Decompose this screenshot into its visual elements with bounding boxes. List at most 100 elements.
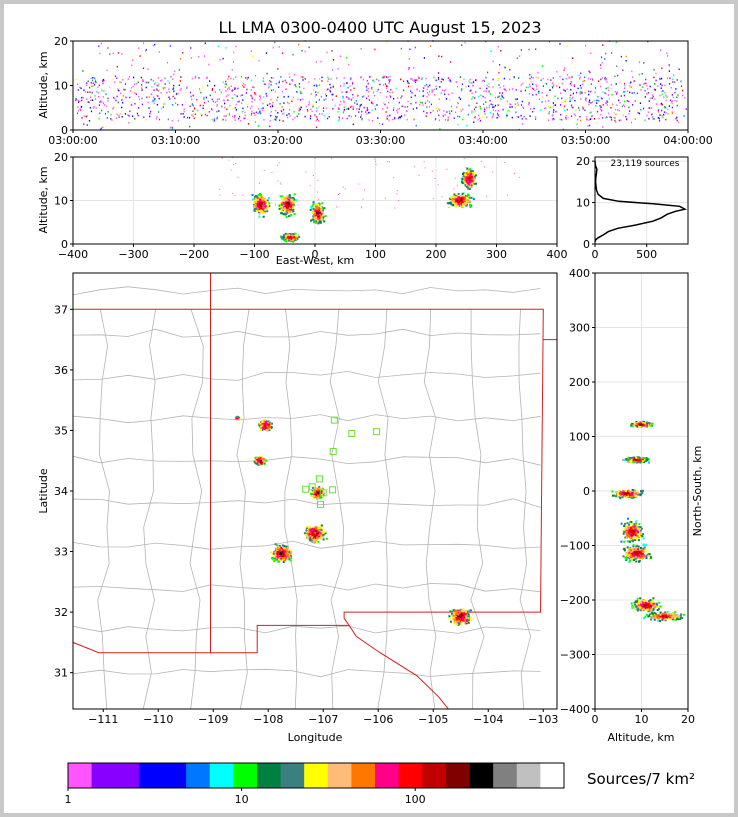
time-height-source [479,119,482,122]
time-height-source [327,117,329,120]
time-height-source [358,108,360,110]
county-line [73,540,541,550]
time-height-source [172,128,174,130]
time-height-source [618,109,620,112]
ew-height-source [322,216,325,219]
plan-view-source [311,539,314,542]
time-height-source [234,119,236,121]
time-height-source [271,104,273,106]
time-height-source [379,91,381,94]
time-height-source [467,113,469,116]
time-height-source [190,47,192,49]
ew-height-source [287,198,290,201]
ew-height-source [261,205,264,208]
ew-height-source [320,206,322,209]
time-height-source [231,97,233,99]
time-height-source [234,88,236,90]
time-height-source [330,86,332,89]
plan-view-source [264,419,267,422]
time-height-source [498,95,500,98]
time-height-source [383,84,385,86]
time-height-source [91,85,93,88]
time-height-source [617,74,619,77]
time-height-source [625,115,627,118]
time-height-source [281,90,283,93]
time-height-source [279,103,281,105]
time-height-source [459,76,461,78]
time-height-source [492,78,494,81]
time-height-source [145,86,147,89]
time-height-source [616,91,618,94]
ew-height-source [285,208,288,211]
time-height-source [626,100,628,102]
time-height-source [347,86,349,89]
time-height-source [320,60,322,63]
time-height-source [79,108,81,110]
ew-height-source [472,198,475,201]
time-height-source [678,68,680,71]
time-height-source [216,104,218,106]
time-height-source [429,45,432,47]
ew-height-source [318,208,320,211]
time-height-source [552,106,554,108]
time-height-source [683,115,685,117]
time-height-source [97,86,99,89]
time-height-source [615,41,617,43]
ew-height-source [322,212,324,215]
time-height-source [615,113,617,116]
time-height-source [671,111,673,113]
time-height-source [139,55,141,57]
time-height-source [182,113,184,115]
time-height-source [444,119,446,121]
time-height-source [282,113,284,115]
time-height-source [351,82,354,85]
ew-height-source [281,197,284,199]
time-height-source [338,108,340,110]
time-height-source [542,77,544,80]
time-height-source [90,77,92,80]
time-height-source [119,113,121,115]
time-height-source [368,119,370,121]
time-height-source [660,87,662,89]
ew-height-source [258,212,261,215]
ew-height-source [384,197,386,199]
time-height-source [318,84,320,86]
time-height-source [655,72,657,75]
ew-height-source [318,199,320,201]
plan-view-source [314,526,317,529]
time-height-source [237,87,239,90]
plan-view-source [260,425,263,428]
time-height-source [368,90,370,93]
time-height-source [532,83,534,85]
time-height-source [305,105,307,108]
time-height-source [450,80,452,83]
time-height-source [481,116,484,118]
time-height-source [630,121,633,124]
time-height-source [87,101,89,103]
time-height-source [562,89,564,91]
time-height-source [535,48,537,50]
ew-height-source [470,196,472,199]
ew-height-source [289,205,292,208]
time-height-source [489,112,492,114]
time-height-source [432,109,434,112]
time-height-source [262,107,264,109]
time-height-source [586,116,588,118]
ew-height-source [317,212,320,215]
time-height-source [468,85,470,87]
time-height-source [371,88,373,90]
ew-height-source [414,166,416,168]
time-height-source [337,68,339,70]
ew-height-source [319,221,322,224]
time-height-source [304,50,306,53]
time-height-source [235,45,237,48]
time-height-source [342,95,344,98]
plan-view-source [270,426,273,429]
plan-view-source [465,623,468,626]
time-height-source [76,99,78,101]
time-height-source [162,87,164,89]
time-height-source [183,116,185,118]
time-height-source [447,119,449,122]
time-height-source [93,82,95,84]
time-height-source [122,101,124,104]
